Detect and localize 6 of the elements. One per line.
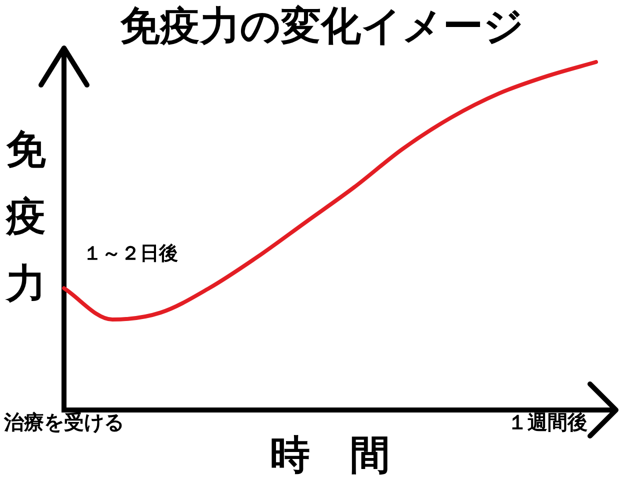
annotation: １～２日後 xyxy=(82,242,178,265)
x-tick-label: 治療を受ける xyxy=(3,410,124,434)
x-axis-title: 時 間 xyxy=(270,432,390,478)
chart-title: 免疫力の変化イメージ xyxy=(120,3,524,50)
y-axis-title: 免疫力 xyxy=(6,126,47,309)
x-tick-label: １週間後 xyxy=(508,410,588,434)
